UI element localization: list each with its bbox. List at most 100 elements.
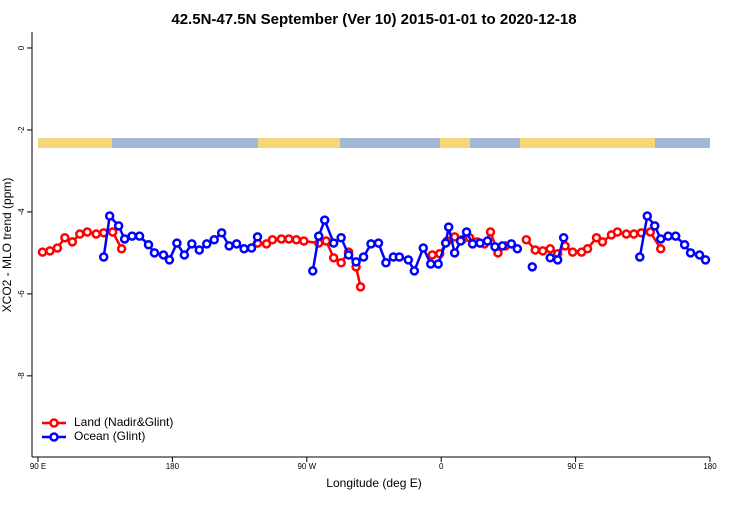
- data-point: [512, 244, 523, 254]
- data-point: [373, 238, 384, 248]
- data-point: [134, 231, 145, 241]
- data-point: [679, 239, 690, 250]
- data-point: [313, 231, 324, 241]
- data-point: [98, 252, 109, 262]
- data-point: [308, 266, 318, 276]
- ocean-strip: [112, 138, 258, 148]
- data-point: [545, 253, 555, 263]
- data-point: [45, 246, 55, 256]
- data-point: [291, 235, 302, 245]
- data-point: [409, 266, 420, 276]
- data-point: [104, 211, 115, 221]
- x-tick-label: 180: [703, 462, 717, 471]
- data-point: [567, 247, 578, 257]
- data-point: [482, 236, 493, 246]
- data-point: [67, 237, 78, 247]
- data-point: [358, 252, 369, 262]
- data-point: [107, 227, 118, 237]
- data-point: [612, 227, 623, 237]
- data-point: [461, 227, 472, 237]
- data-point: [443, 222, 454, 232]
- data-point: [591, 232, 602, 243]
- data-point: [116, 244, 127, 254]
- data-point: [694, 250, 705, 260]
- data-point: [336, 257, 346, 268]
- legend-marker: [49, 418, 59, 428]
- data-point: [497, 241, 508, 251]
- data-point: [545, 244, 555, 254]
- data-point: [143, 239, 154, 250]
- x-tick-label: 90 E: [567, 462, 583, 471]
- data-point: [455, 236, 466, 246]
- series-line: [102, 212, 707, 274]
- data-point: [119, 234, 130, 244]
- data-point: [467, 239, 478, 249]
- data-point: [645, 227, 656, 237]
- data-point: [158, 250, 169, 260]
- data-point: [328, 253, 339, 263]
- data-point: [194, 245, 205, 255]
- y-tick-label: 0: [17, 45, 26, 50]
- data-point: [209, 235, 219, 245]
- series-line: [42, 228, 662, 288]
- data-point: [381, 257, 391, 268]
- data-point: [267, 235, 278, 245]
- ocean-strip: [470, 138, 520, 148]
- data-point: [246, 243, 257, 253]
- data-point: [700, 255, 711, 265]
- data-point: [60, 232, 70, 243]
- data-point: [394, 252, 405, 262]
- data-point: [284, 234, 294, 244]
- data-point: [670, 231, 681, 241]
- legend-label: Ocean (Glint): [74, 429, 145, 443]
- x-tick-label: 90 E: [30, 462, 46, 471]
- data-point: [172, 238, 182, 248]
- data-point: [127, 231, 137, 241]
- data-point: [506, 239, 517, 249]
- y-tick-label: -4: [17, 208, 26, 216]
- data-point: [328, 238, 339, 248]
- data-point: [635, 252, 645, 262]
- data-point: [224, 241, 234, 251]
- data-point: [663, 231, 673, 241]
- data-point: [179, 250, 190, 260]
- data-point: [597, 237, 608, 247]
- data-point: [490, 242, 500, 252]
- data-point: [449, 248, 460, 258]
- data-point: [37, 247, 48, 257]
- data-point: [299, 236, 309, 246]
- x-tick-label: 90 W: [297, 462, 316, 471]
- ocean-strip: [655, 138, 710, 148]
- data-point: [521, 235, 532, 245]
- land-ocean-band: [38, 138, 710, 148]
- data-point: [164, 255, 175, 265]
- data-point: [276, 234, 287, 244]
- data-point: [642, 211, 653, 221]
- chart-title: 42.5N-47.5N September (Ver 10) 2015-01-0…: [171, 11, 576, 28]
- data-point: [403, 255, 414, 265]
- data-point: [621, 229, 632, 239]
- data-point: [113, 221, 124, 231]
- data-point: [655, 234, 666, 244]
- data-point: [582, 244, 593, 254]
- y-tick-label: -8: [17, 372, 26, 380]
- data-point: [655, 244, 666, 254]
- data-point: [261, 239, 272, 249]
- data-point: [366, 239, 376, 249]
- data-point: [91, 229, 101, 239]
- data-point: [201, 239, 212, 249]
- data-point: [475, 238, 485, 248]
- data-point: [343, 250, 354, 260]
- data-point: [537, 246, 548, 256]
- data-point: [558, 232, 569, 243]
- data-point: [75, 229, 85, 239]
- data-point: [440, 238, 451, 248]
- y-tick-label: -2: [17, 126, 26, 134]
- legend-marker: [49, 432, 59, 442]
- y-tick-label: -6: [17, 290, 26, 298]
- data-point: [485, 227, 496, 237]
- data-point: [355, 282, 366, 292]
- data-point: [527, 262, 538, 272]
- data-point: [552, 255, 563, 265]
